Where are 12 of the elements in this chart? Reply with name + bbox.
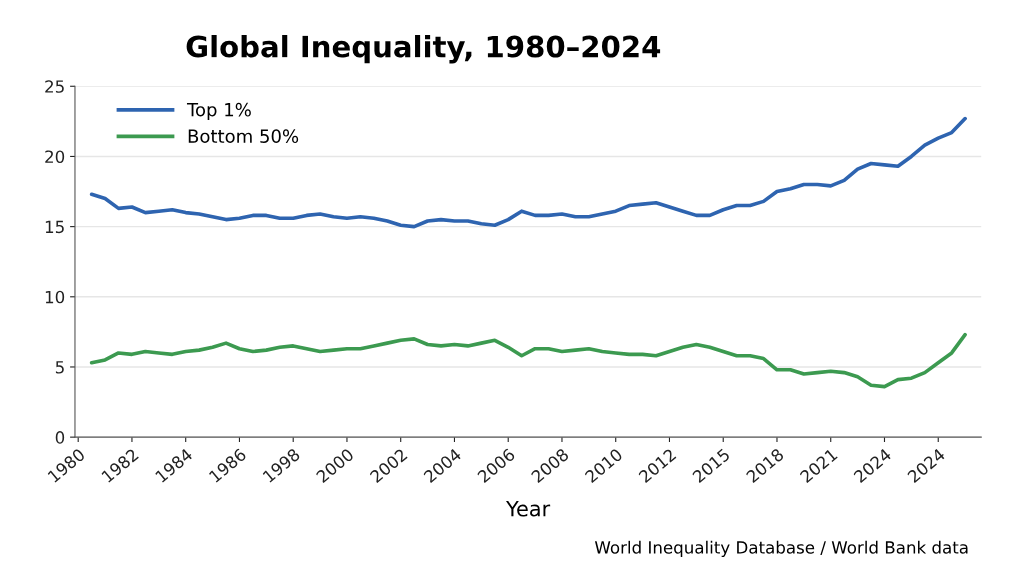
x-axis-title: Year (506, 501, 551, 517)
y-tick-label: 20 (45, 150, 65, 164)
text: World Inequality Database / World Bank data (594, 540, 968, 557)
y-tick-label: 5 (55, 361, 64, 374)
y-tick-label: 15 (45, 220, 64, 234)
y-tick-label: 0 (55, 431, 65, 444)
y-tick-label: 10 (45, 290, 65, 304)
legend-label: Top 1% (186, 102, 251, 120)
y-tick-label: 25 (45, 80, 64, 93)
legend-label: Bottom 50% (188, 129, 299, 143)
line-series (89, 332, 967, 389)
chart-title: Global Inequality, 1980–2024 (186, 34, 661, 64)
